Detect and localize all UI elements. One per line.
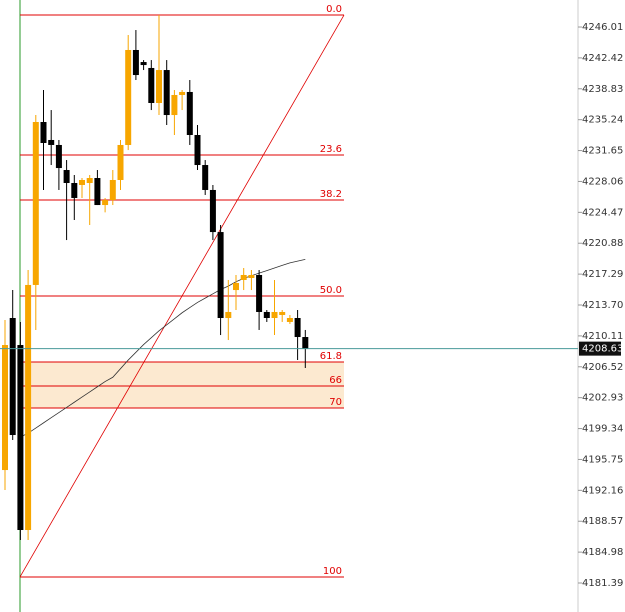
- candle-body: [156, 70, 162, 103]
- y-tick-label: 4224.47: [582, 207, 623, 218]
- candle-body: [17, 345, 24, 531]
- y-tick-label: 4220.88: [582, 238, 623, 249]
- y-tick-label: 4213.70: [582, 300, 623, 311]
- candle-body: [163, 70, 170, 116]
- candle-body: [279, 311, 286, 315]
- y-tick-label: 4217.29: [582, 269, 623, 280]
- candle-body: [94, 178, 101, 206]
- candle-body: [302, 337, 309, 349]
- fib-label: 70: [329, 397, 342, 408]
- candle-body: [248, 274, 255, 278]
- fib-label: 38.2: [320, 189, 342, 200]
- candle-body: [179, 91, 186, 95]
- candle-body: [132, 49, 139, 76]
- y-tick-label: 4242.42: [582, 53, 623, 64]
- fib-label: 100: [323, 566, 342, 577]
- candle-body: [25, 284, 32, 531]
- candle-body: [271, 311, 278, 319]
- fib-label: 66: [329, 375, 342, 386]
- fib-label: 23.6: [320, 144, 342, 155]
- candle-body: [294, 318, 301, 338]
- candle-body: [86, 178, 93, 184]
- candle-body: [71, 183, 78, 198]
- candle-body: [286, 318, 293, 322]
- fib-label: 50.0: [320, 285, 342, 296]
- candle-body: [233, 282, 239, 291]
- candle-body: [140, 62, 147, 66]
- y-tick-label: 4202.93: [582, 393, 623, 404]
- candle-body: [171, 94, 178, 116]
- y-tick-label: 4195.75: [582, 454, 623, 465]
- candle-body: [63, 170, 70, 184]
- fib-label: 61.8: [320, 351, 342, 362]
- candle-body: [48, 139, 55, 145]
- candle-body: [256, 274, 263, 312]
- y-tick-label: 4188.57: [582, 516, 623, 527]
- candle-body: [125, 49, 132, 145]
- candle-body: [217, 232, 224, 319]
- candle-body: [225, 311, 232, 319]
- price-tag-label: 4208.63: [582, 344, 623, 355]
- candle-body: [79, 179, 85, 185]
- candle-body: [32, 122, 39, 285]
- y-tick-label: 4246.01: [582, 22, 623, 33]
- candle-body: [240, 274, 247, 280]
- candle-body: [263, 311, 270, 319]
- y-tick-label: 4210.11: [582, 331, 623, 342]
- y-tick-label: 4192.16: [582, 485, 623, 496]
- y-tick-label: 4238.83: [582, 84, 623, 95]
- candle-body: [186, 91, 193, 135]
- y-tick-label: 4206.52: [582, 362, 623, 373]
- y-tick-label: 4181.39: [582, 578, 623, 589]
- moving-average: [20, 259, 306, 438]
- fib-label: 0.0: [326, 4, 342, 15]
- y-tick-label: 4231.65: [582, 146, 623, 157]
- candle-body: [55, 144, 62, 169]
- y-tick-label: 4228.06: [582, 176, 623, 187]
- candle-body: [102, 200, 109, 206]
- price-tag: [579, 341, 621, 356]
- candle-body: [40, 122, 47, 143]
- candle-body: [2, 345, 8, 471]
- y-tick-label: 4199.34: [582, 424, 623, 435]
- candle-body: [9, 318, 16, 436]
- candle-body: [117, 144, 124, 180]
- y-tick-label: 4184.98: [582, 547, 623, 558]
- candle-body: [109, 179, 116, 201]
- fib-zone: [20, 361, 344, 408]
- candle-body: [209, 189, 216, 233]
- candle-body: [148, 67, 155, 103]
- y-tick-label: 4235.24: [582, 115, 623, 126]
- candle-body: [194, 134, 201, 166]
- candle-body: [202, 165, 209, 190]
